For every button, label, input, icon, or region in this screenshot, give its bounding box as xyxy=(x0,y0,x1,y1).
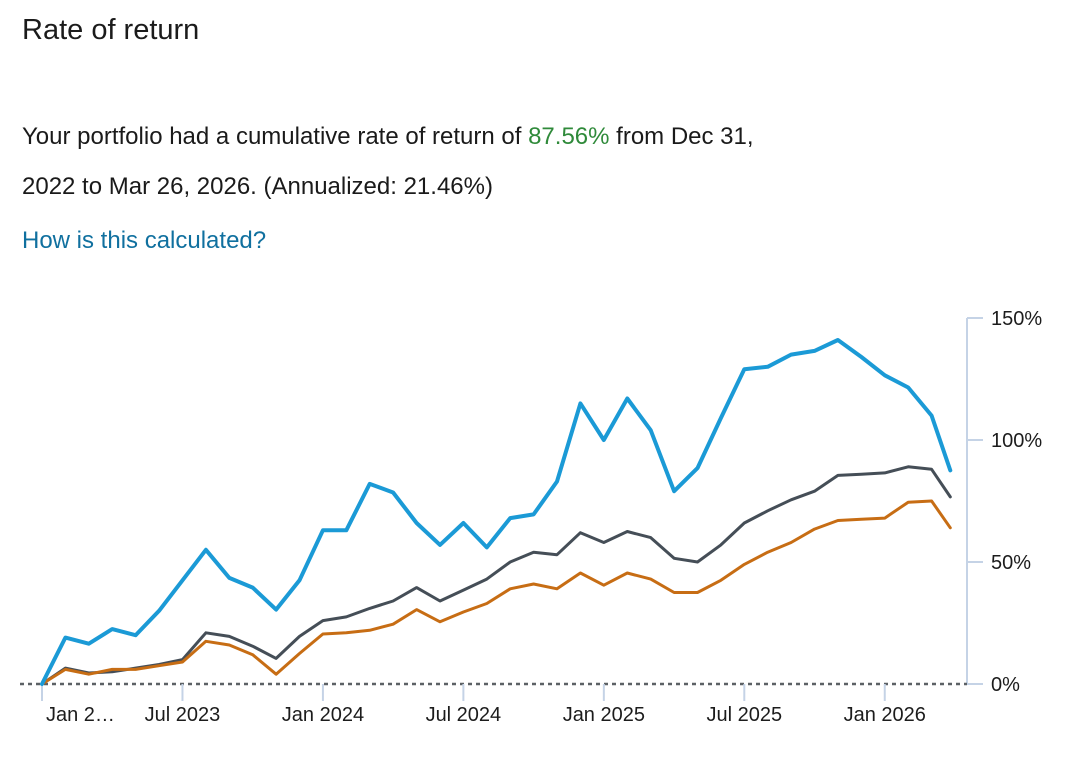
series-benchmark-a xyxy=(40,465,952,686)
summary-line1-prefix: Your portfolio had a cumulative rate of … xyxy=(22,123,529,150)
x-axis-label: Jan 2026 xyxy=(844,704,926,726)
y-axis-label: 150% xyxy=(991,308,1042,330)
summary-line1-suffix: from Dec 31, xyxy=(609,123,754,150)
x-axis-label: Jul 2023 xyxy=(145,704,221,726)
series-portfolio xyxy=(40,338,953,686)
x-axis-label: Jul 2025 xyxy=(706,704,782,726)
rate-of-return-chart-svg: 0% 50% 100% 150% Jan 2… Jul 2023 Jan 2024 Jul 2… xyxy=(20,308,1042,726)
rate-of-return-section: Rate of return Your portfolio had a cumu… xyxy=(0,0,1076,255)
y-axis-label: 50% xyxy=(991,552,1031,574)
y-axis-label: 0% xyxy=(991,674,1020,696)
x-axis-label: Jan 2025 xyxy=(563,704,645,726)
series-benchmark-b xyxy=(40,499,952,686)
summary-line2: 2022 to Mar 26, 2026. (Annualized: 21.46… xyxy=(22,173,493,200)
return-value: 87.56% xyxy=(528,123,610,150)
rate-of-return-chart: 0% 50% 100% 150% Jan 2… Jul 2023 Jan 2024 Jul 2… xyxy=(0,300,1076,765)
x-axis-label: Jan 2… xyxy=(46,704,115,726)
y-axis-label: 100% xyxy=(991,430,1042,452)
x-axis-label: Jul 2024 xyxy=(426,704,502,726)
page-title: Rate of return xyxy=(22,14,200,46)
summary-text: Your portfolio had a cumulative rate of … xyxy=(22,112,1052,212)
how-calculated-link[interactable]: How is this calculated? xyxy=(22,227,267,254)
x-axis-label: Jan 2024 xyxy=(282,704,364,726)
